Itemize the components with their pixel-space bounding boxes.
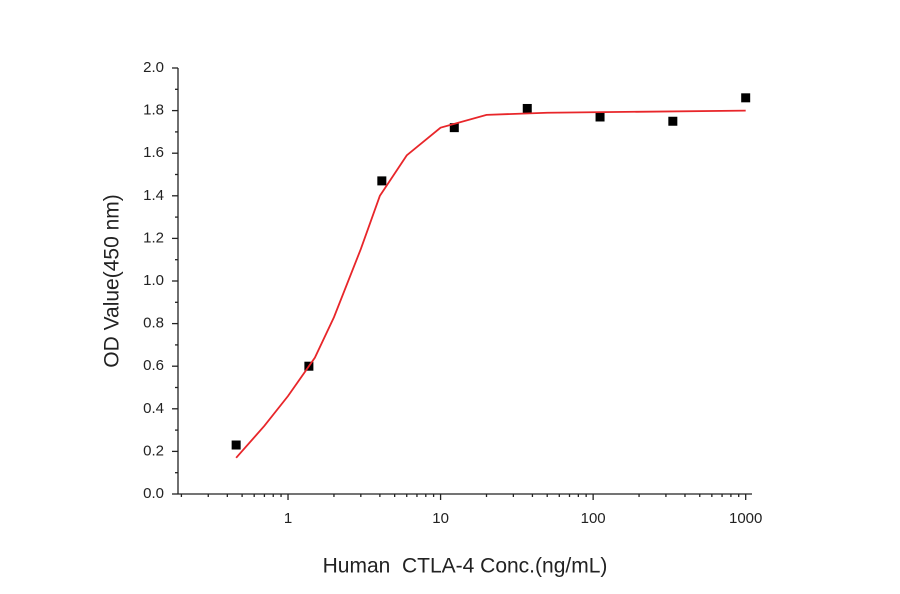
x-axis-title: Human CTLA-4 Conc.(ng/mL) xyxy=(323,555,608,578)
data-point xyxy=(595,112,605,122)
data-point xyxy=(522,103,532,113)
y-tick-label: 1.2 xyxy=(143,229,164,246)
y-tick-label: 0.2 xyxy=(143,442,164,459)
data-point xyxy=(377,176,387,186)
y-axis-title: OD Value(450 nm) xyxy=(101,194,124,368)
data-point xyxy=(231,440,241,450)
y-tick-label: 0.6 xyxy=(143,357,164,374)
x-tick-label: 10 xyxy=(432,510,449,527)
y-tick-label: 0.0 xyxy=(143,485,164,502)
y-tick-label: 1.6 xyxy=(143,144,164,161)
x-tick-label: 1000 xyxy=(729,510,762,527)
x-tick-label: 1 xyxy=(284,510,292,527)
data-point xyxy=(449,123,459,133)
data-point xyxy=(741,93,751,103)
y-tick-label: 1.4 xyxy=(143,187,164,204)
y-tick-label: 0.8 xyxy=(143,315,164,332)
y-tick-label: 0.4 xyxy=(143,400,164,417)
y-tick-label: 1.8 xyxy=(143,102,164,119)
y-tick-label: 2.0 xyxy=(143,59,164,76)
y-tick-label: 1.0 xyxy=(143,272,164,289)
fit-curve xyxy=(235,109,746,459)
data-point xyxy=(668,116,678,126)
x-tick-label: 100 xyxy=(581,510,606,527)
